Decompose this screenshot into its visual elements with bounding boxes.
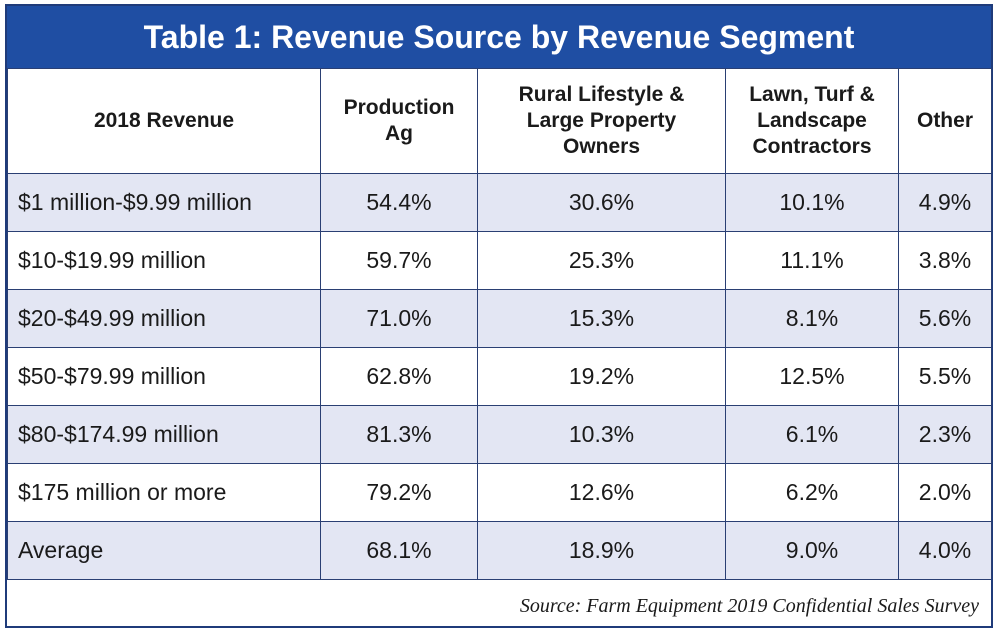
title-bar: Table 1: Revenue Source by Revenue Segme… [7, 6, 991, 68]
cell-rural-lifestyle: 10.3% [477, 405, 726, 464]
cell-rural-lifestyle: 12.6% [477, 463, 726, 522]
table-frame: Table 1: Revenue Source by Revenue Segme… [5, 4, 993, 628]
table-title: Table 1: Revenue Source by Revenue Segme… [143, 18, 855, 55]
table-row: $50-$79.99 million 62.8% 19.2% 12.5% 5.5… [7, 347, 992, 406]
cell-lawn-turf: 12.5% [725, 347, 899, 406]
cell-lawn-turf: 10.1% [725, 173, 899, 232]
cell-lawn-turf: 6.1% [725, 405, 899, 464]
cell-other: 4.0% [898, 521, 992, 580]
table-row-average: Average 68.1% 18.9% 9.0% 4.0% [7, 521, 992, 580]
cell-lawn-turf: 6.2% [725, 463, 899, 522]
cell-production-ag: 62.8% [320, 347, 478, 406]
cell-lawn-turf: 9.0% [725, 521, 899, 580]
row-label: $50-$79.99 million [7, 347, 321, 406]
row-label: Average [7, 521, 321, 580]
cell-rural-lifestyle: 30.6% [477, 173, 726, 232]
cell-lawn-turf: 11.1% [725, 231, 899, 290]
cell-rural-lifestyle: 25.3% [477, 231, 726, 290]
row-label: $175 million or more [7, 463, 321, 522]
cell-other: 4.9% [898, 173, 992, 232]
revenue-table: 2018 Revenue Production Ag Rural Lifesty… [7, 68, 992, 580]
table-row: $175 million or more 79.2% 12.6% 6.2% 2.… [7, 463, 992, 522]
cell-production-ag: 54.4% [320, 173, 478, 232]
cell-other: 3.8% [898, 231, 992, 290]
column-header-revenue: 2018 Revenue [7, 68, 321, 174]
cell-other: 2.0% [898, 463, 992, 522]
header-row: 2018 Revenue Production Ag Rural Lifesty… [7, 68, 992, 174]
cell-rural-lifestyle: 18.9% [477, 521, 726, 580]
table-row: $10-$19.99 million 59.7% 25.3% 11.1% 3.8… [7, 231, 992, 290]
table-row: $20-$49.99 million 71.0% 15.3% 8.1% 5.6% [7, 289, 992, 348]
column-header-rural-lifestyle: Rural Lifestyle & Large Property Owners [477, 68, 726, 174]
cell-production-ag: 59.7% [320, 231, 478, 290]
row-label: $20-$49.99 million [7, 289, 321, 348]
column-header-other: Other [898, 68, 992, 174]
table-row: $80-$174.99 million 81.3% 10.3% 6.1% 2.3… [7, 405, 992, 464]
cell-production-ag: 81.3% [320, 405, 478, 464]
row-label: $1 million-$9.99 million [7, 173, 321, 232]
cell-production-ag: 79.2% [320, 463, 478, 522]
column-header-lawn-turf: Lawn, Turf & Landscape Contractors [725, 68, 899, 174]
cell-rural-lifestyle: 19.2% [477, 347, 726, 406]
column-header-production-ag: Production Ag [320, 68, 478, 174]
cell-other: 2.3% [898, 405, 992, 464]
cell-lawn-turf: 8.1% [725, 289, 899, 348]
cell-production-ag: 71.0% [320, 289, 478, 348]
source-note: Source: Farm Equipment 2019 Confidential… [519, 595, 979, 617]
cell-rural-lifestyle: 15.3% [477, 289, 726, 348]
cell-other: 5.6% [898, 289, 992, 348]
row-label: $80-$174.99 million [7, 405, 321, 464]
cell-production-ag: 68.1% [320, 521, 478, 580]
cell-other: 5.5% [898, 347, 992, 406]
table-row: $1 million-$9.99 million 54.4% 30.6% 10.… [7, 173, 992, 232]
row-label: $10-$19.99 million [7, 231, 321, 290]
